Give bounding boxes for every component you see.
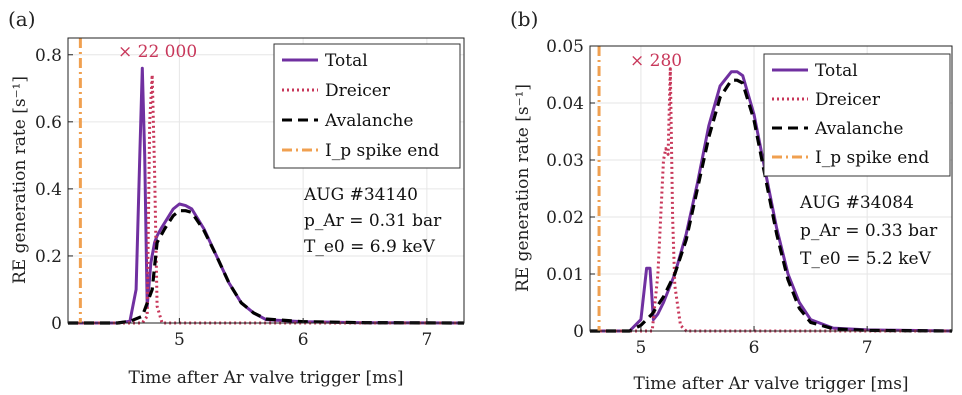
series-line-total	[590, 70, 953, 333]
x-tick-label: 6	[749, 338, 760, 358]
y-axis-label: RE generation rate [s⁻¹]	[10, 76, 30, 284]
series-line-avalanche	[590, 78, 953, 333]
x-tick-label: 7	[862, 338, 873, 358]
chart-panel-a: (a) 5 6 7 0 0.2 0.4 0.6 0.8 Time after Ar valve…	[8, 7, 465, 388]
y-tick-label: 0.03	[546, 151, 584, 171]
y-tick-label: 0.04	[546, 94, 584, 114]
annotation-temperature: T_e0 = 6.9 keV	[304, 237, 436, 257]
legend-entry: Avalanche	[324, 111, 413, 131]
multiplier-label: × 22 000	[118, 42, 197, 62]
series-line-avalanche	[68, 209, 465, 325]
legend: Total Dreicer Avalanche I_p spike end	[763, 53, 951, 177]
annotation-block: AUG #34084 p_Ar = 0.33 bar T_e0 = 5.2 ke…	[799, 193, 938, 269]
y-tick-label: 0.8	[35, 46, 62, 66]
legend-entry: Total	[325, 51, 368, 71]
legend-entry: Dreicer	[815, 90, 881, 110]
x-axis-label: Time after Ar valve trigger [ms]	[128, 368, 403, 388]
x-tick-label: 5	[174, 330, 185, 350]
panel-label: (a)	[8, 7, 36, 31]
legend-entry: Avalanche	[814, 119, 903, 139]
x-tick-label: 5	[635, 338, 646, 358]
plot-frame	[589, 45, 953, 332]
annotation-block: AUG #34140 p_Ar = 0.31 bar T_e0 = 6.9 ke…	[303, 185, 442, 257]
y-tick-label: 0.02	[546, 208, 584, 228]
legend: Total Dreicer Avalanche I_p spike end	[273, 43, 461, 169]
y-tick-label: 0.2	[35, 247, 62, 267]
legend-entry: I_p spike end	[325, 141, 439, 161]
annotation-pressure: p_Ar = 0.31 bar	[304, 211, 442, 231]
x-tick-label: 6	[298, 330, 309, 350]
legend-entry: Total	[815, 61, 858, 81]
x-tick-label: 7	[421, 330, 432, 350]
y-tick-label: 0.4	[35, 180, 62, 200]
annotation-temperature: T_e0 = 5.2 keV	[800, 249, 932, 269]
annotation-pressure: p_Ar = 0.33 bar	[800, 221, 938, 241]
y-tick-label: 0	[51, 314, 62, 334]
series-line-total	[68, 66, 465, 325]
y-tick-label: 0.6	[35, 113, 62, 133]
y-axis-label: RE generation rate [s⁻¹]	[513, 84, 533, 292]
y-tick-label: 0.01	[546, 265, 584, 285]
panel-label: (b)	[510, 7, 538, 31]
chart-panel-b: (b) 5 6 7 0 0.01 0.02 0.03 0.04 0.05 Time after …	[510, 7, 953, 394]
legend-entry: Dreicer	[325, 81, 391, 101]
annotation-shot: AUG #34084	[799, 193, 914, 213]
plot-frame	[67, 37, 465, 324]
x-axis-label: Time after Ar valve trigger [ms]	[633, 374, 908, 394]
annotation-shot: AUG #34140	[303, 185, 418, 205]
y-tick-label: 0	[573, 322, 584, 342]
y-tick-label: 0.05	[546, 37, 584, 57]
legend-entry: I_p spike end	[815, 148, 929, 168]
series-line-dreicer	[590, 67, 952, 333]
multiplier-label: × 280	[630, 51, 682, 71]
